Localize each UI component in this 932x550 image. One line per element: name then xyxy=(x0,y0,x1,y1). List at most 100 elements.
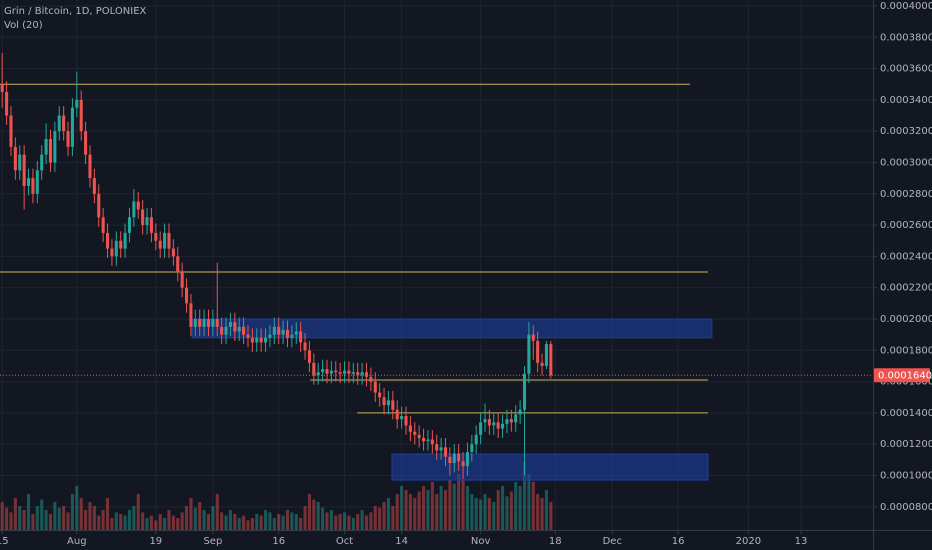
candle-body xyxy=(299,331,303,343)
volume-bar xyxy=(364,515,369,530)
candle-body xyxy=(92,178,96,194)
volume-bar xyxy=(483,494,487,530)
volume-bar xyxy=(176,518,180,530)
volume-bar xyxy=(48,514,53,530)
volume-bar xyxy=(57,507,61,530)
volume-bar xyxy=(544,490,548,530)
volume-bar xyxy=(509,491,513,530)
volume-bar xyxy=(479,499,483,530)
candle-body xyxy=(171,248,175,257)
candle-body xyxy=(435,444,439,451)
candle-body xyxy=(470,444,474,453)
volume-bar xyxy=(224,515,228,530)
volume-bar xyxy=(206,514,211,530)
volume-bar xyxy=(0,502,4,530)
candle-body xyxy=(540,362,544,366)
volume-bar xyxy=(154,520,158,530)
volume-bar xyxy=(474,498,478,530)
volume-bar xyxy=(417,491,421,530)
volume-bar xyxy=(132,506,136,530)
candle-body xyxy=(5,92,9,116)
zone xyxy=(391,453,709,481)
volume-bar xyxy=(277,514,281,530)
volume-bar xyxy=(127,510,132,530)
candle-body xyxy=(360,372,364,376)
volume-bar xyxy=(13,498,17,530)
candle-body xyxy=(127,217,132,233)
volume-bar xyxy=(215,494,219,530)
x-tick-label: 14 xyxy=(395,536,408,547)
candle-body xyxy=(145,217,149,226)
candle-body xyxy=(452,453,456,464)
candle-body xyxy=(18,154,22,171)
candle-body xyxy=(413,431,417,435)
volume-bar xyxy=(259,515,263,530)
volume-bar xyxy=(75,486,79,530)
x-tick-label: 2020 xyxy=(736,536,761,547)
volume-bar xyxy=(303,506,307,530)
volume-bar xyxy=(193,507,197,530)
candle-body xyxy=(62,115,66,132)
candle-body xyxy=(417,434,421,438)
volume-bar xyxy=(457,474,461,530)
candle-body xyxy=(505,419,509,424)
candle-body xyxy=(167,232,171,249)
candle-body xyxy=(141,209,145,226)
candle-body xyxy=(285,329,290,338)
volume-bar xyxy=(343,512,347,530)
volume-bar xyxy=(549,502,553,530)
candle-body xyxy=(544,344,548,366)
volume-bar xyxy=(119,514,123,530)
last-price-box xyxy=(874,368,930,383)
volume-bar xyxy=(307,494,311,530)
volume-bar xyxy=(426,490,430,530)
candle-body xyxy=(373,381,377,393)
x-tick-label: 19 xyxy=(149,536,162,547)
volume-bar xyxy=(163,518,167,530)
x-tick-label: 15 xyxy=(0,536,9,547)
volume-bar xyxy=(408,494,412,530)
candle-body xyxy=(465,452,469,467)
candle-body xyxy=(343,370,347,374)
zones xyxy=(0,83,713,481)
volume-bar xyxy=(9,512,13,530)
candle-body xyxy=(272,326,276,335)
volume-bar xyxy=(422,486,426,530)
volume-bar xyxy=(79,498,83,530)
volume-bar xyxy=(465,486,469,530)
candle-body xyxy=(158,240,162,249)
volume-bar xyxy=(435,494,439,530)
volume-bar xyxy=(246,520,250,530)
x-tick-label: Dec xyxy=(603,536,622,547)
candle-body xyxy=(242,326,246,335)
candle-body xyxy=(22,154,26,186)
candle-body xyxy=(448,456,452,464)
volume-bar xyxy=(378,507,382,530)
candle-body xyxy=(185,287,189,304)
candle-body xyxy=(132,201,136,218)
volume-bar xyxy=(158,514,162,530)
x-tick-label: 13 xyxy=(795,536,808,547)
candle-body xyxy=(26,178,31,186)
candle-body xyxy=(114,240,118,257)
candle-body xyxy=(176,256,180,273)
volume-bar xyxy=(44,510,48,530)
candle-body xyxy=(180,272,184,288)
volume-bar xyxy=(189,498,193,530)
candle-body xyxy=(364,372,369,377)
candle-body xyxy=(13,146,17,171)
y-tick-label: 0.00040000 xyxy=(880,1,932,12)
candle-body xyxy=(149,217,153,233)
volume-bar xyxy=(430,482,434,530)
volume-bar xyxy=(272,518,276,530)
volume-bar xyxy=(518,486,522,530)
volume-bar xyxy=(53,502,57,530)
volume-bar xyxy=(360,510,364,530)
